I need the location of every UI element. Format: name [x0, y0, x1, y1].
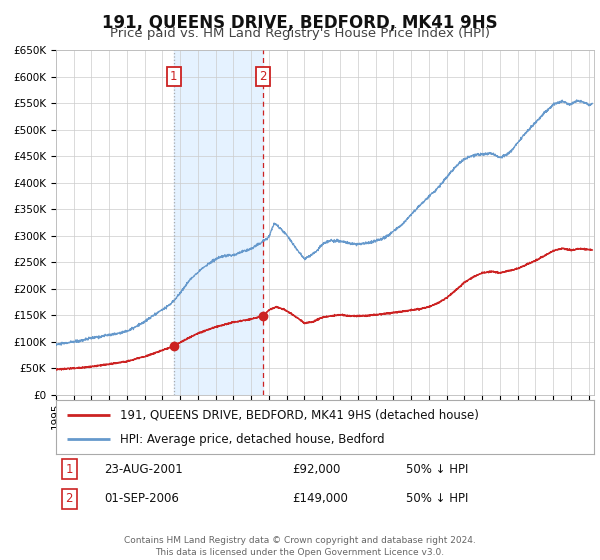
Text: HPI: Average price, detached house, Bedford: HPI: Average price, detached house, Bedf… [121, 433, 385, 446]
Text: 50% ↓ HPI: 50% ↓ HPI [406, 492, 468, 505]
Text: 1: 1 [65, 463, 73, 476]
Text: 2: 2 [65, 492, 73, 505]
Text: £149,000: £149,000 [293, 492, 349, 505]
Text: £92,000: £92,000 [293, 463, 341, 476]
Text: 191, QUEENS DRIVE, BEDFORD, MK41 9HS: 191, QUEENS DRIVE, BEDFORD, MK41 9HS [102, 14, 498, 32]
Text: 01-SEP-2006: 01-SEP-2006 [104, 492, 179, 505]
Text: 2: 2 [259, 71, 267, 83]
Bar [174, 50, 263, 395]
Text: 191, QUEENS DRIVE, BEDFORD, MK41 9HS (detached house): 191, QUEENS DRIVE, BEDFORD, MK41 9HS (de… [121, 408, 479, 421]
Text: 23-AUG-2001: 23-AUG-2001 [104, 463, 183, 476]
Text: Contains HM Land Registry data © Crown copyright and database right 2024.
This d: Contains HM Land Registry data © Crown c… [124, 536, 476, 557]
Text: Price paid vs. HM Land Registry's House Price Index (HPI): Price paid vs. HM Land Registry's House … [110, 27, 490, 40]
Text: 50% ↓ HPI: 50% ↓ HPI [406, 463, 468, 476]
Text: 1: 1 [170, 71, 178, 83]
